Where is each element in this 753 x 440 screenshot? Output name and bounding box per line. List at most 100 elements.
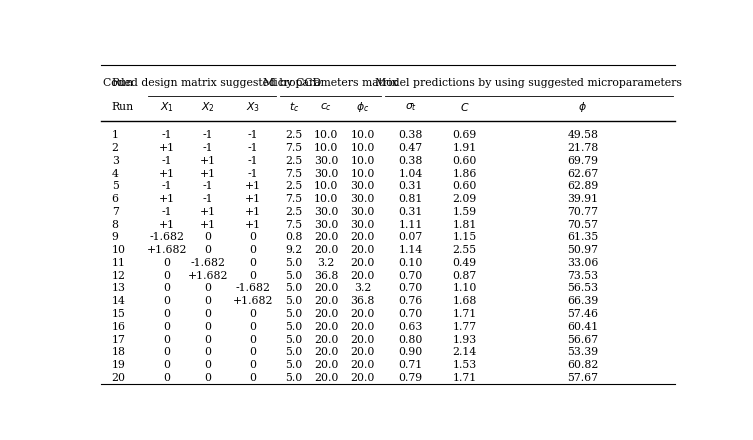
Text: +1: +1 — [245, 194, 261, 204]
Text: 20.0: 20.0 — [314, 232, 338, 242]
Text: 5.0: 5.0 — [285, 322, 303, 332]
Text: +1: +1 — [245, 207, 261, 217]
Text: 10.0: 10.0 — [350, 169, 375, 179]
Text: 0: 0 — [204, 347, 212, 357]
Text: 0.81: 0.81 — [398, 194, 423, 204]
Text: 0: 0 — [163, 373, 171, 383]
Text: -1: -1 — [248, 156, 258, 166]
Text: -1.682: -1.682 — [236, 283, 270, 293]
Text: 3.2: 3.2 — [354, 283, 371, 293]
Text: 33.06: 33.06 — [567, 258, 599, 268]
Text: 1.86: 1.86 — [453, 169, 477, 179]
Text: 5.0: 5.0 — [285, 334, 303, 345]
Text: 36.8: 36.8 — [350, 296, 375, 306]
Text: 0: 0 — [204, 334, 212, 345]
Text: 0: 0 — [163, 347, 171, 357]
Text: 20.0: 20.0 — [350, 360, 375, 370]
Text: 1.77: 1.77 — [453, 322, 477, 332]
Text: -1: -1 — [162, 207, 172, 217]
Text: 5.0: 5.0 — [285, 360, 303, 370]
Text: 7.5: 7.5 — [285, 169, 303, 179]
Text: 0.49: 0.49 — [453, 258, 477, 268]
Text: +1: +1 — [159, 194, 175, 204]
Text: 1.53: 1.53 — [453, 360, 477, 370]
Text: +1: +1 — [159, 220, 175, 230]
Text: 1.71: 1.71 — [453, 373, 477, 383]
Text: 70.57: 70.57 — [567, 220, 599, 230]
Text: +1: +1 — [159, 143, 175, 153]
Text: 5.0: 5.0 — [285, 283, 303, 293]
Text: 10: 10 — [111, 245, 126, 255]
Text: -1: -1 — [203, 143, 213, 153]
Text: 5: 5 — [111, 181, 118, 191]
Text: 0: 0 — [204, 296, 212, 306]
Text: 30.0: 30.0 — [314, 169, 338, 179]
Text: 0: 0 — [163, 322, 171, 332]
Text: 53.39: 53.39 — [567, 347, 599, 357]
Text: 2.14: 2.14 — [453, 347, 477, 357]
Text: 7.5: 7.5 — [285, 143, 303, 153]
Text: 0: 0 — [250, 347, 257, 357]
Text: 20.0: 20.0 — [350, 232, 375, 242]
Text: 0: 0 — [204, 283, 212, 293]
Text: 2.09: 2.09 — [453, 194, 477, 204]
Text: 0: 0 — [163, 334, 171, 345]
Text: 0.63: 0.63 — [398, 322, 423, 332]
Text: 0: 0 — [204, 245, 212, 255]
Text: 5.0: 5.0 — [285, 271, 303, 281]
Text: $\phi_c$: $\phi_c$ — [356, 100, 369, 114]
Text: 1.10: 1.10 — [453, 283, 477, 293]
Text: 3: 3 — [111, 156, 119, 166]
Text: 0: 0 — [204, 360, 212, 370]
Text: 0.70: 0.70 — [398, 309, 423, 319]
Text: 30.0: 30.0 — [350, 181, 375, 191]
Text: 0.8: 0.8 — [285, 232, 303, 242]
Text: 13: 13 — [111, 283, 126, 293]
Text: Run: Run — [111, 78, 134, 88]
Text: 0: 0 — [204, 373, 212, 383]
Text: -1: -1 — [248, 143, 258, 153]
Text: 0.38: 0.38 — [398, 156, 423, 166]
Text: 20.0: 20.0 — [350, 245, 375, 255]
Text: 0: 0 — [163, 296, 171, 306]
Text: 0: 0 — [250, 309, 257, 319]
Text: 17: 17 — [111, 334, 126, 345]
Text: $X_2$: $X_2$ — [201, 100, 215, 114]
Text: 0: 0 — [250, 373, 257, 383]
Text: 0: 0 — [250, 360, 257, 370]
Text: 20.0: 20.0 — [314, 309, 338, 319]
Text: +1.682: +1.682 — [187, 271, 228, 281]
Text: -1: -1 — [248, 169, 258, 179]
Text: 20.0: 20.0 — [350, 334, 375, 345]
Text: 2.5: 2.5 — [285, 130, 303, 140]
Text: 0: 0 — [250, 232, 257, 242]
Text: 62.67: 62.67 — [567, 169, 599, 179]
Text: 6: 6 — [111, 194, 119, 204]
Text: 10.0: 10.0 — [314, 143, 338, 153]
Text: 1.04: 1.04 — [398, 169, 423, 179]
Text: 30.0: 30.0 — [314, 207, 338, 217]
Text: 0: 0 — [250, 322, 257, 332]
Text: -1: -1 — [162, 156, 172, 166]
Text: 0: 0 — [204, 322, 212, 332]
Text: 0.70: 0.70 — [398, 271, 423, 281]
Text: 14: 14 — [111, 296, 126, 306]
Text: -1: -1 — [162, 130, 172, 140]
Text: 1.91: 1.91 — [453, 143, 477, 153]
Text: 20.0: 20.0 — [314, 322, 338, 332]
Text: +1.682: +1.682 — [147, 245, 187, 255]
Text: 19: 19 — [111, 360, 126, 370]
Text: 0.87: 0.87 — [453, 271, 477, 281]
Text: 1.59: 1.59 — [453, 207, 477, 217]
Text: 1.15: 1.15 — [453, 232, 477, 242]
Text: 3.2: 3.2 — [318, 258, 335, 268]
Text: 1.11: 1.11 — [398, 220, 423, 230]
Text: 20.0: 20.0 — [314, 245, 338, 255]
Text: 5.0: 5.0 — [285, 373, 303, 383]
Text: 10.0: 10.0 — [350, 143, 375, 153]
Text: -1: -1 — [203, 194, 213, 204]
Text: 0.31: 0.31 — [398, 207, 423, 217]
Text: +1: +1 — [200, 220, 216, 230]
Text: +1.682: +1.682 — [233, 296, 273, 306]
Text: 0.38: 0.38 — [398, 130, 423, 140]
